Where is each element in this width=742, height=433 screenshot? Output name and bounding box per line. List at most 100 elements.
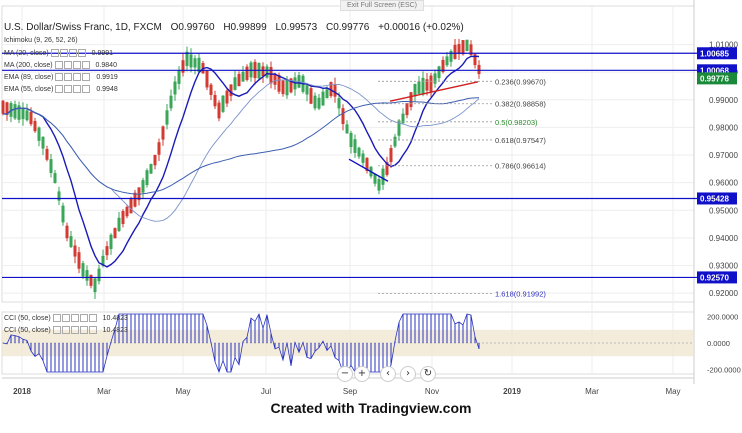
candle-body <box>265 66 269 78</box>
candle-body <box>153 154 157 166</box>
candle-body <box>125 206 129 217</box>
candle-body <box>305 85 309 95</box>
indicator-ma200[interactable]: MA (200, close) 0.9840 <box>4 61 117 69</box>
indicator-cci-2[interactable]: CCI (50, close) 10.4823 <box>4 326 128 334</box>
indicator-ma20[interactable]: MA (20, close) 0.9991 <box>4 49 114 57</box>
candle-body <box>17 105 21 120</box>
candle-body <box>209 84 213 96</box>
ma20-line <box>2 55 480 268</box>
support-trendline <box>389 81 479 102</box>
candle-body <box>417 81 421 94</box>
candle-body <box>461 40 465 55</box>
candle-body <box>345 124 349 134</box>
level-tag <box>697 192 737 205</box>
candle-body <box>449 50 453 62</box>
candle-body <box>473 54 477 66</box>
credit-text: Created with Tradingview.com <box>270 400 472 416</box>
indicator-ema89[interactable]: EMA (89, close) 0.9919 <box>4 73 118 81</box>
candle-body <box>337 98 341 109</box>
candle-body <box>225 90 229 104</box>
ohlc-close: C0.99776 <box>325 22 370 33</box>
symbol-header: U.S. Dollar/Swiss Franc, 1D, FXCM O0.997… <box>4 22 470 33</box>
candle-body <box>61 205 65 223</box>
candle-body <box>33 120 37 132</box>
candle-body <box>353 139 357 153</box>
reset-chart-icon[interactable]: ↻ <box>420 366 436 382</box>
candle-body <box>277 74 281 92</box>
candle-body <box>129 197 133 214</box>
price-panel <box>1 5 695 303</box>
indicator-cci-1[interactable]: CCI (50, close) 10.4823 <box>4 314 128 322</box>
scroll-right-icon[interactable]: › <box>400 366 416 382</box>
price-tick-label: 0.99000 <box>709 96 738 105</box>
candle-body <box>157 142 161 155</box>
candle-body <box>457 44 461 54</box>
price-tick-label: 0.96000 <box>709 179 738 188</box>
ohlc-high: H0.99899 <box>223 22 267 33</box>
candle-body <box>217 102 221 119</box>
candle-body <box>377 179 381 191</box>
candle-body <box>425 79 429 91</box>
candle-body <box>5 102 9 115</box>
candle-body <box>117 217 121 232</box>
candle-body <box>93 278 97 293</box>
candle-body <box>465 39 469 52</box>
fib-label: 0.382(0.98858) <box>495 100 546 109</box>
candle-body <box>53 173 57 184</box>
candle-body <box>441 59 445 72</box>
candle-body <box>389 148 393 163</box>
candle-body <box>105 246 109 256</box>
exit-fullscreen-button[interactable]: Exit Full Screen (ESC) <box>340 0 425 11</box>
zoom-in-icon[interactable]: + <box>354 366 370 382</box>
fib-label: 1.618(0.91992) <box>495 289 546 298</box>
price-tick-label: 0.97000 <box>709 151 738 160</box>
candle-body <box>145 170 149 185</box>
candle-body <box>269 66 273 84</box>
candle-body <box>193 58 197 68</box>
indicator-ema55[interactable]: EMA (55, close) 0.9948 <box>4 85 118 93</box>
candle-body <box>177 70 181 84</box>
level-tag-label: 0.95428 <box>700 194 729 203</box>
cci-line <box>2 312 480 374</box>
fib-label: 0.786(0.96614) <box>495 162 546 171</box>
candle-body <box>65 225 69 239</box>
candle-body <box>85 270 89 281</box>
ohlc-change: +0.00016 (+0.02%) <box>378 22 464 33</box>
price-tick-label: 0.95000 <box>709 206 738 215</box>
candle-body <box>433 73 437 84</box>
candle-body <box>221 95 225 112</box>
price-tick-label: 0.94000 <box>709 234 738 243</box>
indicator-ichimoku[interactable]: Ichimoku (9, 26, 52, 26) <box>4 37 78 44</box>
time-tick-label: 2019 <box>503 387 521 396</box>
level-tag <box>697 271 737 284</box>
candle-body <box>385 162 389 175</box>
ohlc-open: O0.99760 <box>170 22 215 33</box>
price-tick-label: 0.92000 <box>709 289 738 298</box>
down-trendline <box>348 158 389 182</box>
candle-body <box>373 173 377 184</box>
candle-body <box>37 127 41 141</box>
price-tick-label: 0.93000 <box>709 262 738 271</box>
candle-body <box>405 102 409 116</box>
candle-body <box>25 110 29 121</box>
candle-body <box>185 51 189 67</box>
candle-body <box>109 234 113 250</box>
candle-body <box>73 245 77 257</box>
scroll-left-icon[interactable]: ‹ <box>380 366 396 382</box>
candle-body <box>321 91 325 106</box>
candle-body <box>189 54 193 68</box>
ohlc-low: L0.99573 <box>275 22 318 33</box>
candle-body <box>365 157 369 172</box>
candle-body <box>237 73 241 87</box>
candle-body <box>173 81 177 95</box>
candle-body <box>341 108 345 125</box>
candle-body <box>29 111 33 125</box>
candle-body <box>181 60 185 73</box>
time-tick-label: Mar <box>585 387 599 396</box>
zoom-out-icon[interactable]: − <box>337 366 353 382</box>
candle-body <box>281 80 285 95</box>
candle-body <box>289 78 293 93</box>
time-tick-label: Jul <box>261 387 271 396</box>
candle-body <box>349 132 353 148</box>
